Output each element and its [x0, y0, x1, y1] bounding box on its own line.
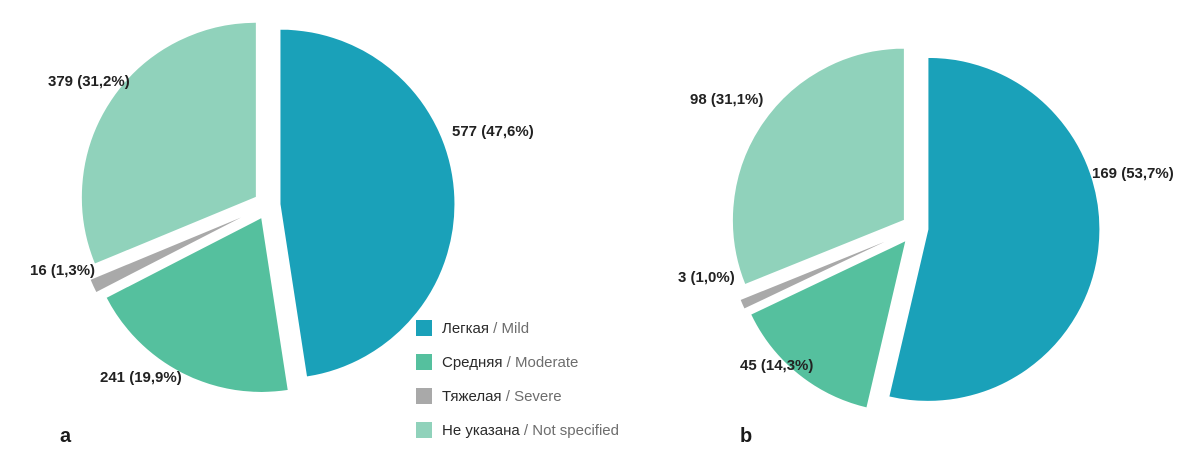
- pie-a-label-not-specified: 379 (31,2%): [48, 73, 130, 90]
- pie-a-slice-moderate: [105, 216, 289, 393]
- pie-a-label-severe: 16 (1,3%): [30, 262, 95, 279]
- legend-label-en: Not specified: [532, 422, 619, 439]
- legend-label-separator: /: [489, 320, 502, 337]
- pie-b-label-severe: 3 (1,0%): [678, 269, 735, 286]
- legend-label-severe: Тяжелая / Severe: [442, 388, 562, 405]
- pie-b-label-moderate: 45 (14,3%): [740, 357, 813, 374]
- pie-b-slice-not-specified: [731, 47, 905, 286]
- legend-swatch-mild: [416, 320, 432, 336]
- legend-label-en: Severe: [514, 388, 562, 405]
- legend-label-en: Mild: [502, 320, 530, 337]
- legend-label-en: Moderate: [515, 354, 578, 371]
- legend-swatch-moderate: [416, 354, 432, 370]
- panel-label-a: a: [60, 425, 72, 447]
- legend-label-separator: /: [502, 354, 515, 371]
- pie-chart-b: 169 (53,7%) 45 (14,3%) 3 (1,0%) 98 (31,1%): [678, 47, 1174, 409]
- pie-a-slice-severe: [89, 212, 252, 294]
- legend-label-ru: Легкая: [442, 320, 489, 337]
- pie-a-slice-not-specified: [80, 21, 257, 265]
- legend-label-not-specified: Не указана / Not specified: [442, 422, 619, 439]
- legend-label-moderate: Средняя / Moderate: [442, 354, 578, 371]
- pie-b-slice-mild: [888, 56, 1101, 402]
- pie-a-label-moderate: 241 (19,9%): [100, 369, 182, 386]
- legend-label-separator: /: [502, 388, 515, 405]
- pie-b-slice-moderate: [749, 239, 907, 409]
- legend-label-mild: Легкая / Mild: [442, 320, 529, 337]
- legend-label-separator: /: [520, 422, 533, 439]
- pie-chart-a: 577 (47,6%) 241 (19,9%) 16 (1,3%) 379 (31,2…: [30, 21, 534, 393]
- pie-a-slice-mild: [279, 28, 456, 378]
- legend-swatch-severe: [416, 388, 432, 404]
- legend-label-ru: Не указана: [442, 422, 520, 439]
- pie-b-slice-severe: [739, 234, 900, 310]
- legend-label-ru: Тяжелая: [442, 388, 502, 405]
- panel-label-b: b: [740, 425, 752, 447]
- legend-label-ru: Средняя: [442, 354, 502, 371]
- pie-b-label-mild: 169 (53,7%): [1092, 165, 1174, 182]
- pie-a-label-mild: 577 (47,6%): [452, 123, 534, 140]
- pie-b-label-not-specified: 98 (31,1%): [690, 91, 763, 108]
- legend-swatch-not-specified: [416, 422, 432, 438]
